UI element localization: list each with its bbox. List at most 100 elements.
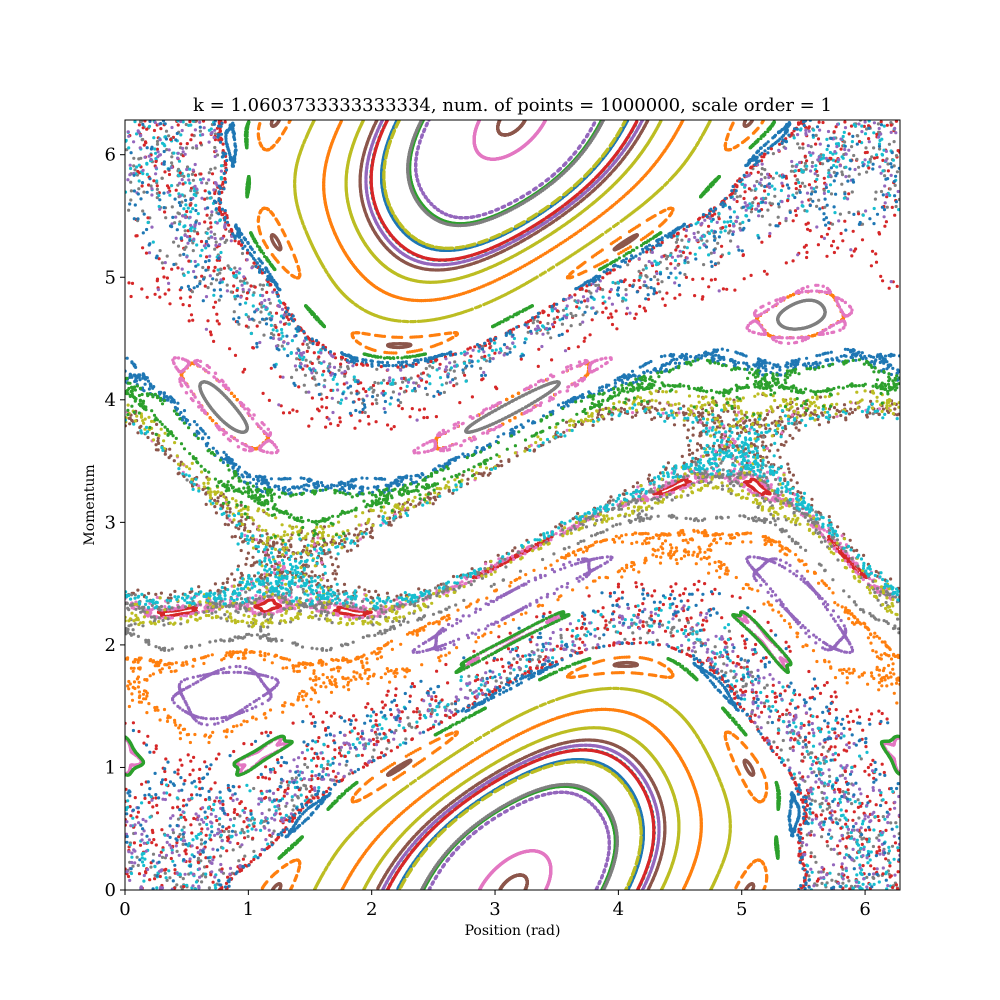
orbit-point xyxy=(192,755,196,760)
orbit-point xyxy=(646,875,651,879)
orbit-point xyxy=(599,707,604,712)
orbit-point xyxy=(368,205,372,209)
orbit-point xyxy=(408,694,412,698)
orbit-point xyxy=(251,346,255,350)
orbit-point xyxy=(698,841,702,845)
orbit-point xyxy=(625,191,629,195)
orbit-point xyxy=(833,745,837,749)
orbit-point xyxy=(168,302,172,306)
orbit-point xyxy=(164,757,168,761)
orbit-point xyxy=(500,741,504,745)
orbit-point xyxy=(291,721,295,725)
orbit-point xyxy=(723,640,727,644)
orbit-point xyxy=(784,261,788,265)
orbit-point xyxy=(405,255,409,259)
orbit-point xyxy=(802,723,806,728)
orbit-point xyxy=(743,642,747,646)
orbit-point xyxy=(138,843,143,847)
orbit-point xyxy=(675,604,679,609)
orbit-point xyxy=(893,213,897,217)
orbit-point xyxy=(604,619,608,623)
orbit-point xyxy=(473,287,477,292)
orbit-point xyxy=(416,298,420,303)
orbit-point xyxy=(315,764,319,768)
orbit-point xyxy=(569,202,574,206)
orbit-point xyxy=(158,295,162,299)
orbit-point xyxy=(352,714,356,718)
orbit-point xyxy=(843,120,847,124)
orbit-point xyxy=(713,587,717,592)
orbit-point xyxy=(192,816,196,821)
orbit-point xyxy=(860,842,864,847)
orbit-point xyxy=(380,229,384,233)
orbit-point xyxy=(547,750,551,754)
orbit-point xyxy=(418,796,422,800)
orbit-point xyxy=(167,172,172,177)
orbit-point xyxy=(386,824,390,828)
orbit-point xyxy=(851,229,855,233)
orbit-point xyxy=(610,315,614,319)
orbit-point xyxy=(570,634,574,638)
orbit-point xyxy=(363,277,367,281)
orbit-point xyxy=(493,279,497,283)
orbit-point xyxy=(310,417,314,421)
orbit-point xyxy=(408,846,412,850)
orbit-point xyxy=(208,330,213,334)
orbit-point xyxy=(232,810,236,815)
orbit-point xyxy=(588,333,592,337)
orbit-point xyxy=(567,346,571,351)
orbit-point xyxy=(619,153,623,157)
orbit-point xyxy=(581,640,585,644)
orbit-point xyxy=(136,810,140,814)
orbit-point xyxy=(597,214,601,219)
orbit-point xyxy=(698,810,703,814)
orbit-point xyxy=(511,240,515,244)
orbit-point xyxy=(368,150,372,154)
orbit-point xyxy=(424,828,428,832)
orbit-point xyxy=(696,588,700,592)
orbit-point xyxy=(279,764,283,768)
orbit-point xyxy=(836,753,841,757)
orbit-point xyxy=(613,160,617,164)
orbit-point xyxy=(411,842,415,846)
orbit-point xyxy=(281,411,286,415)
orbit-point xyxy=(152,128,157,133)
orbit-point xyxy=(321,720,325,724)
orbit-point xyxy=(364,182,368,186)
orbit-point xyxy=(721,287,726,291)
orbit-point xyxy=(839,147,843,151)
orbit-point xyxy=(213,300,218,304)
orbit-point xyxy=(381,706,385,710)
orbit-point xyxy=(197,777,201,781)
orbit-point xyxy=(683,763,687,767)
orbit-point xyxy=(759,659,763,663)
orbit-point xyxy=(461,260,465,264)
orbit-point xyxy=(804,243,808,247)
orbit-point xyxy=(221,802,225,807)
orbit-point xyxy=(639,178,643,182)
orbit-point xyxy=(322,173,326,177)
orbit-point xyxy=(159,127,163,131)
orbit-point xyxy=(614,201,619,205)
orbit-point xyxy=(162,275,166,279)
orbit-point xyxy=(649,867,654,871)
orbit-point xyxy=(557,211,561,215)
orbit-point xyxy=(829,694,833,699)
orbit-point xyxy=(370,707,374,711)
orbit-point xyxy=(561,746,565,750)
orbit-point xyxy=(217,752,221,756)
orbit-point xyxy=(358,419,362,423)
orbit-point xyxy=(428,824,432,828)
orbit-point xyxy=(807,720,811,724)
orbit-point xyxy=(442,296,446,300)
orbit-point xyxy=(267,398,271,402)
orbit-point xyxy=(351,869,355,873)
orbit-point xyxy=(635,714,639,718)
orbit-point xyxy=(579,228,583,232)
orbit-point xyxy=(402,253,407,257)
orbit-point xyxy=(639,773,643,778)
orbit-point xyxy=(861,864,865,868)
orbit-point xyxy=(376,224,380,228)
orbit-point xyxy=(182,798,186,802)
orbit-point xyxy=(155,277,160,281)
